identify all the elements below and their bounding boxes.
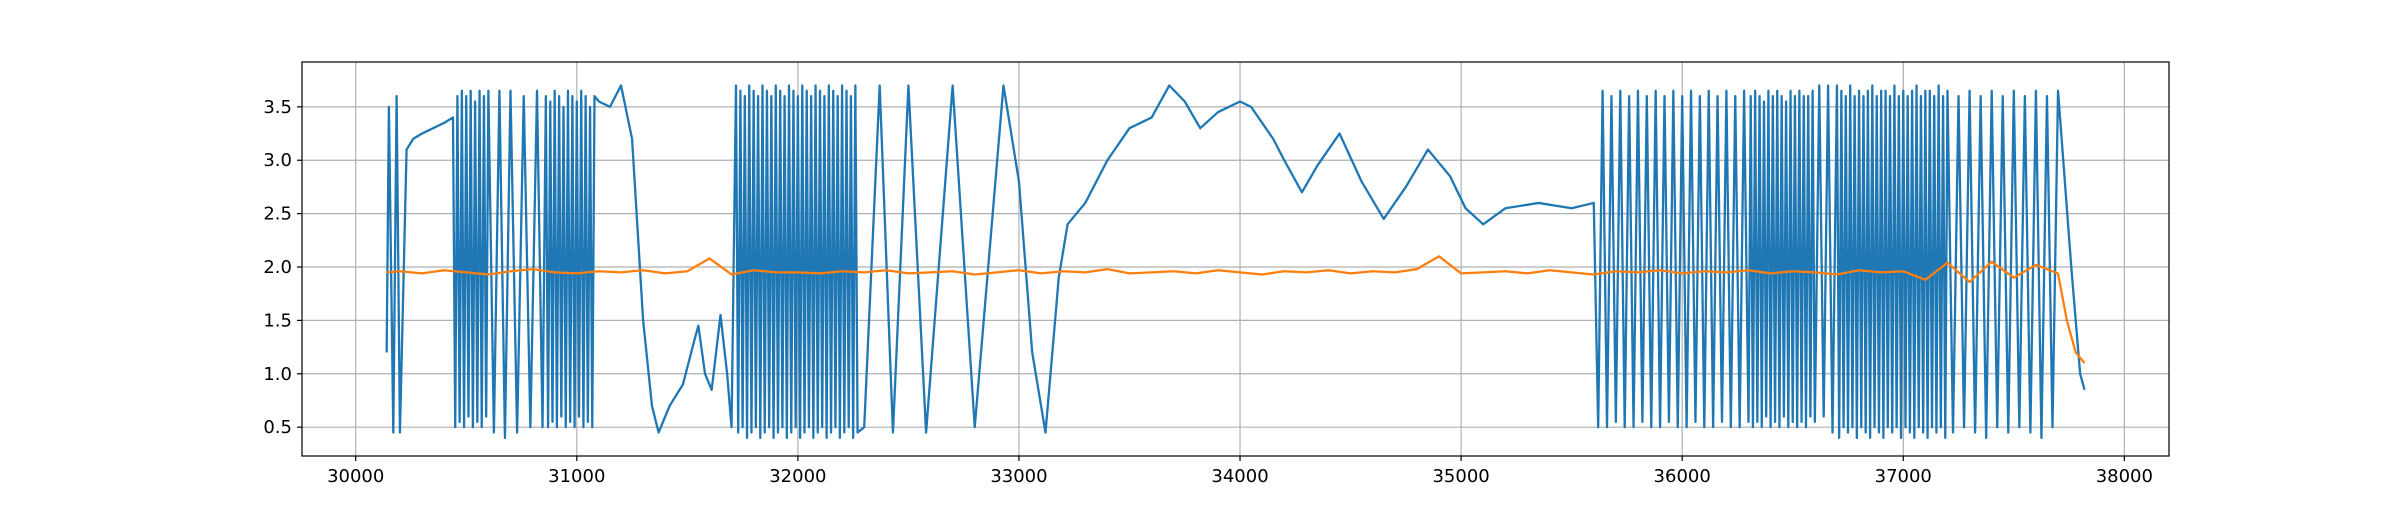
y-tick-label: 0.5 bbox=[263, 417, 292, 438]
x-tick-label: 36000 bbox=[1654, 466, 1711, 487]
x-tick-label: 35000 bbox=[1432, 466, 1489, 487]
y-tick-label: 1.0 bbox=[263, 364, 292, 385]
x-tick-label: 31000 bbox=[548, 466, 605, 487]
plot-frame bbox=[301, 61, 2170, 457]
x-tick-label: 32000 bbox=[769, 466, 826, 487]
x-tick-label: 38000 bbox=[2096, 466, 2153, 487]
y-tick-label: 2.5 bbox=[263, 204, 292, 225]
y-tick-label: 1.5 bbox=[263, 310, 292, 331]
y-tick-label: 2.0 bbox=[263, 257, 292, 278]
x-tick-label: 33000 bbox=[990, 466, 1047, 487]
x-tick-label: 30000 bbox=[327, 466, 384, 487]
y-tick-label: 3.0 bbox=[263, 150, 292, 171]
y-tick-label: 3.5 bbox=[263, 97, 292, 118]
line-series bbox=[385, 84, 2086, 439]
x-tick-label: 37000 bbox=[1875, 466, 1932, 487]
x-tick-label: 34000 bbox=[1211, 466, 1268, 487]
line-series bbox=[386, 255, 2086, 364]
